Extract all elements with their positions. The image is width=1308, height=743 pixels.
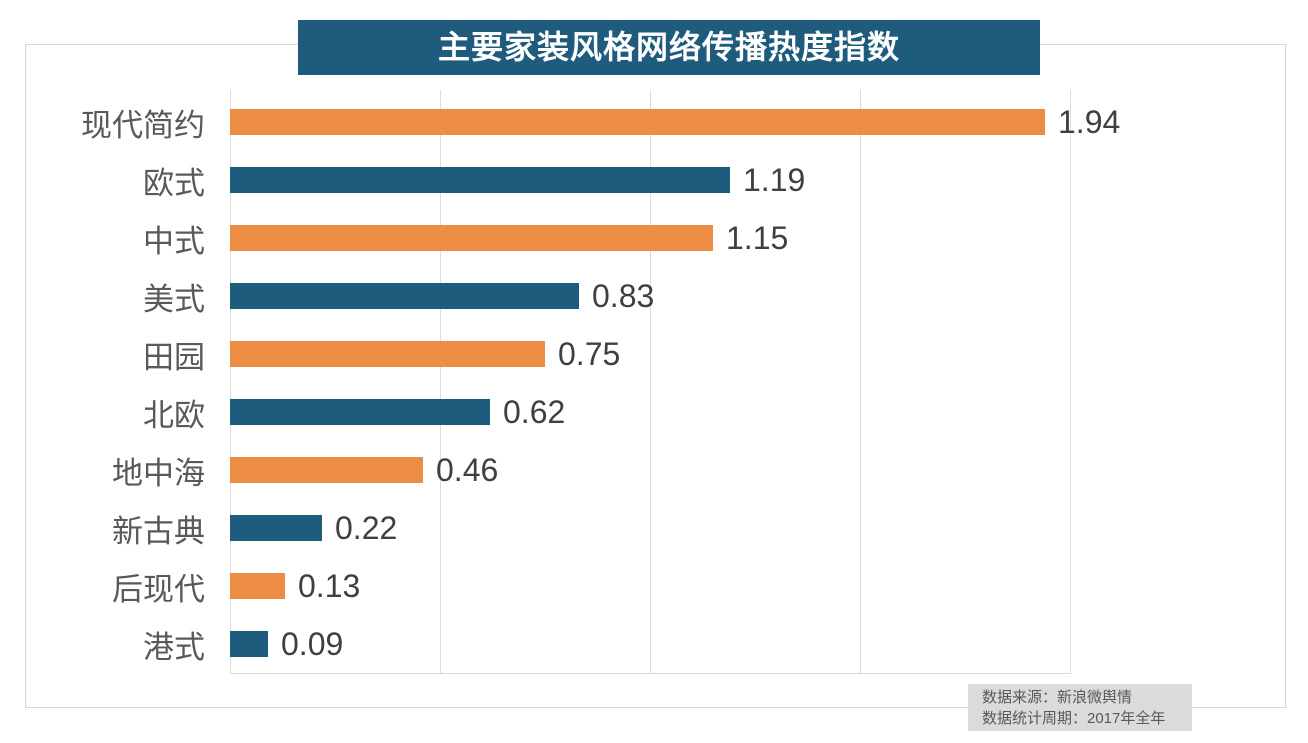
bar-row: 北欧 0.62 (0, 383, 1308, 441)
value-label: 0.62 (503, 393, 566, 430)
value-label: 0.46 (436, 451, 499, 488)
bar-row: 欧式 1.19 (0, 151, 1308, 209)
value-label: 1.15 (726, 219, 789, 256)
category-label: 中式 (143, 223, 205, 259)
data-period-line: 数据统计周期：2017年全年 (982, 710, 1166, 727)
bar (230, 225, 713, 251)
bar (230, 515, 322, 541)
category-label: 港式 (143, 629, 205, 665)
category-label: 美式 (143, 281, 205, 317)
category-label: 现代简约 (81, 107, 205, 143)
chart-title: 主要家装风格网络传播热度指数 (298, 20, 1040, 75)
source-note: 数据来源：新浪微舆情 数据统计周期：2017年全年 (968, 684, 1192, 731)
data-source-line: 数据来源：新浪微舆情 (982, 689, 1133, 706)
value-label: 0.75 (558, 335, 621, 372)
bar (230, 399, 490, 425)
bar (230, 283, 579, 309)
bar-row: 新古典 0.22 (0, 499, 1308, 557)
category-label: 北欧 (143, 397, 205, 433)
value-label: 0.22 (335, 509, 398, 546)
bar (230, 109, 1045, 135)
category-label: 欧式 (143, 165, 205, 201)
bar-row: 田园 0.75 (0, 325, 1308, 383)
bar-row: 地中海 0.46 (0, 441, 1308, 499)
value-label: 1.94 (1058, 103, 1121, 140)
bar-row: 中式 1.15 (0, 209, 1308, 267)
category-label: 后现代 (112, 571, 205, 607)
bar (230, 457, 423, 483)
gridline (1070, 90, 1071, 673)
category-label: 田园 (143, 339, 205, 375)
bar-row: 美式 0.83 (0, 267, 1308, 325)
value-label: 0.09 (281, 625, 344, 662)
bar-row: 港式 0.09 (0, 615, 1308, 673)
gridline (650, 90, 651, 673)
gridline (440, 90, 441, 673)
value-label: 0.13 (298, 567, 361, 604)
category-label: 地中海 (112, 455, 205, 491)
bar (230, 341, 545, 367)
bar (230, 573, 285, 599)
bar (230, 631, 268, 657)
value-label: 1.19 (743, 161, 806, 198)
bar (230, 167, 730, 193)
gridline (230, 90, 231, 673)
bar-row: 现代简约 1.94 (0, 93, 1308, 151)
category-label: 新古典 (112, 513, 205, 549)
x-axis-line (230, 673, 1071, 674)
gridline (860, 90, 861, 673)
value-label: 0.83 (592, 277, 655, 314)
bar-row: 后现代 0.13 (0, 557, 1308, 615)
